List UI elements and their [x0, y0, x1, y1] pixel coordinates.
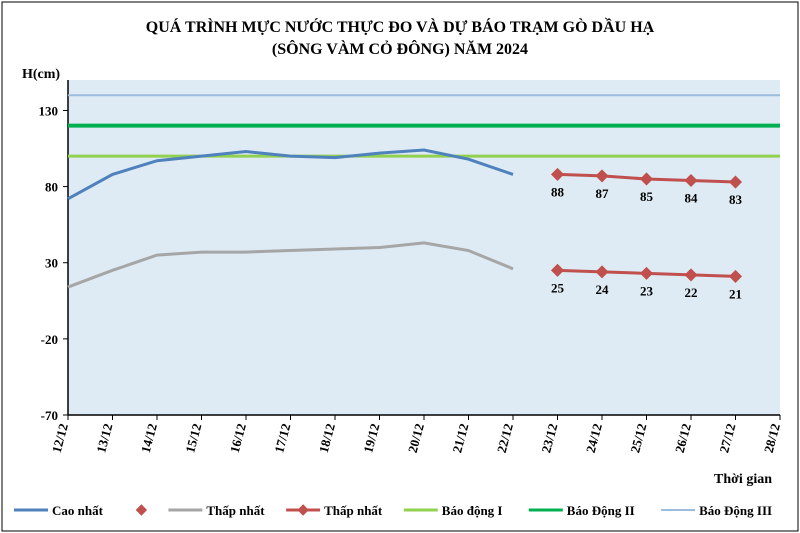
legend-item — [529, 500, 661, 520]
data-label: 25 — [551, 280, 565, 295]
x-axis-label: Thời gian — [714, 472, 772, 487]
y-tick-label: 80 — [45, 180, 58, 195]
y-axis-label: H(cm) — [22, 67, 60, 82]
chart-title-line2: (SÔNG VÀM CỎ ĐÔNG) NĂM 2024 — [272, 39, 528, 58]
legend-item — [124, 500, 168, 520]
legend-item — [168, 500, 286, 520]
data-label: 83 — [729, 192, 743, 207]
y-tick-label: -20 — [41, 332, 58, 347]
y-tick-label: -70 — [41, 408, 58, 423]
data-label: 23 — [640, 283, 654, 298]
y-tick-label: 30 — [45, 256, 58, 271]
legend-item — [286, 500, 404, 520]
data-label: 22 — [685, 285, 698, 300]
legend-item — [14, 500, 124, 520]
data-label: 84 — [685, 191, 699, 206]
legend-item — [661, 500, 800, 520]
data-label: 85 — [640, 189, 654, 204]
plot-area — [68, 80, 780, 415]
data-label: 24 — [596, 282, 610, 297]
chart-title-line1: QUÁ TRÌNH MỰC NƯỚC THỰC ĐO VÀ DỰ BÁO TRẠ… — [146, 17, 655, 36]
y-tick-label: 130 — [39, 103, 59, 118]
water-level-chart: -70-20308013012/1213/1214/1215/1216/1217… — [0, 0, 800, 533]
legend-item — [404, 500, 529, 520]
data-label: 88 — [551, 184, 565, 199]
data-label: 21 — [729, 286, 742, 301]
data-label: 87 — [596, 186, 610, 201]
